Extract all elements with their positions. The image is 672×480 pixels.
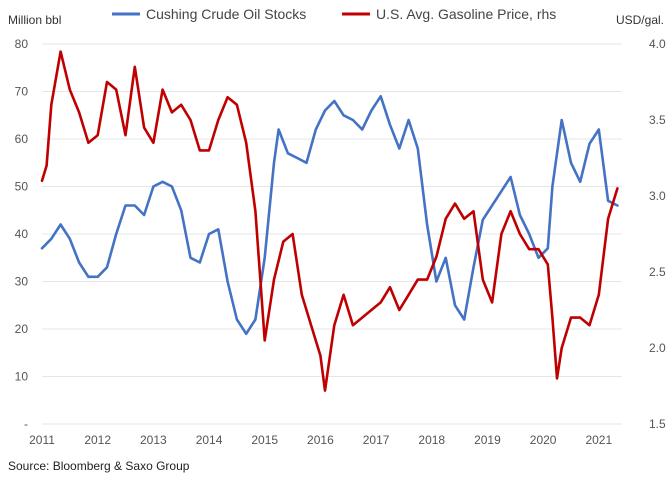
- y-left-tick-label: 50: [15, 180, 29, 194]
- legend: Cushing Crude Oil Stocks U.S. Avg. Gasoli…: [112, 6, 556, 22]
- x-tick-label: 2018: [418, 433, 445, 447]
- y-left-tick-label: 10: [15, 370, 29, 384]
- cushing-stocks-line: [40, 95, 619, 336]
- y-left-tick-label: 40: [15, 227, 29, 241]
- y-left-tick-label: 30: [15, 275, 29, 289]
- x-tick-label: 2013: [140, 433, 167, 447]
- y-left-axis-label: Million bbl: [8, 13, 61, 27]
- y-left-tick-label: 60: [15, 132, 29, 146]
- gasoline-price-line: [40, 50, 619, 392]
- x-tick-label: 2011: [29, 433, 55, 447]
- y-right-tick-label: 3.5: [649, 113, 666, 127]
- x-tick-label: 2015: [251, 433, 278, 447]
- y-right-tick-label: 2.0: [649, 341, 666, 355]
- y-right-tick-label: 4.0: [649, 37, 666, 51]
- y-right-tick-label: 3.0: [649, 189, 666, 203]
- x-tick-label: 2014: [196, 433, 223, 447]
- y-right-tick-label: 1.5: [649, 417, 666, 431]
- source-note: Source: Bloomberg & Saxo Group: [8, 459, 190, 473]
- y-left-tick-label: -: [24, 417, 28, 431]
- legend-label: Cushing Crude Oil Stocks: [146, 6, 306, 22]
- y-left-tick-label: 80: [15, 37, 29, 51]
- x-tick-label: 2016: [307, 433, 334, 447]
- y-left-tick-label: 70: [15, 85, 29, 99]
- x-tick-label: 2012: [84, 433, 111, 447]
- series-lines: [40, 50, 619, 392]
- y-right-tick-label: 2.5: [649, 265, 666, 279]
- x-tick-label: 2021: [585, 433, 612, 447]
- gridlines: [42, 43, 622, 425]
- x-tick-label: 2020: [530, 433, 557, 447]
- x-tick-label: 2017: [363, 433, 390, 447]
- legend-label: U.S. Avg. Gasoline Price, rhs: [376, 6, 556, 22]
- x-tick-label: 2019: [474, 433, 501, 447]
- y-right-axis-label: USD/gal.: [616, 13, 664, 27]
- axes: - 10 20 30 40 50 60 70 80 1.5 2.0 2.5 3.0 3.5 4.0 2011 2…: [8, 13, 666, 447]
- y-left-tick-label: 20: [15, 322, 29, 336]
